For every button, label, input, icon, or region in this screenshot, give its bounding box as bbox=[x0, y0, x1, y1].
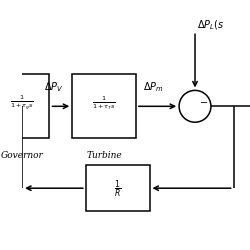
Text: $\frac{1}{1+\tau_T s}$: $\frac{1}{1+\tau_T s}$ bbox=[92, 94, 116, 111]
Text: Turbine: Turbine bbox=[86, 150, 122, 159]
Text: Governor: Governor bbox=[1, 150, 43, 159]
Bar bbox=[0, 75, 49, 138]
Bar bbox=[72, 75, 135, 138]
Bar bbox=[86, 166, 149, 211]
Text: $\Delta P_V$: $\Delta P_V$ bbox=[44, 80, 64, 93]
Circle shape bbox=[178, 91, 210, 123]
Text: $\frac{1}{R}$: $\frac{1}{R}$ bbox=[114, 178, 121, 199]
Text: $\Delta P_m$: $\Delta P_m$ bbox=[142, 80, 163, 93]
Text: $\Delta P_L(s$: $\Delta P_L(s$ bbox=[196, 18, 224, 32]
Text: $-$: $-$ bbox=[198, 96, 207, 106]
Text: $\frac{1}{1+\tau_g s}$: $\frac{1}{1+\tau_g s}$ bbox=[10, 93, 34, 112]
